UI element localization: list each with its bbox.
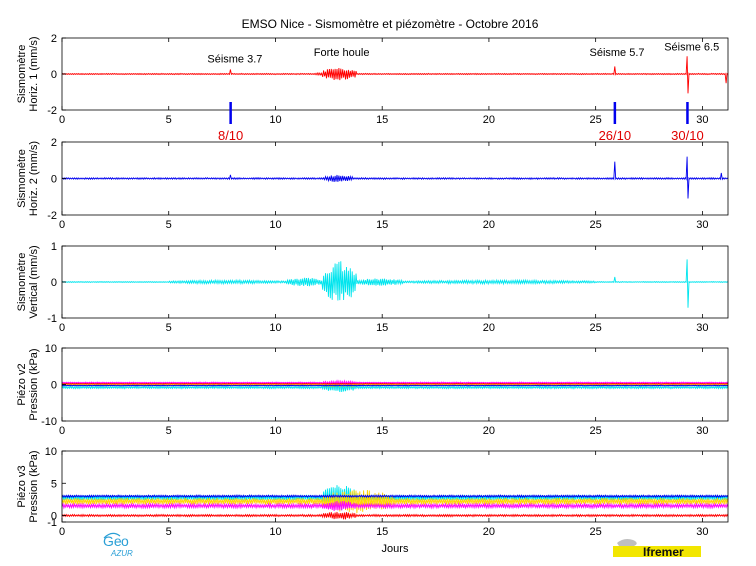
x-tick-label: 30 xyxy=(696,322,708,334)
series-line-1 xyxy=(61,156,729,199)
x-tick-label: 25 xyxy=(590,425,602,437)
series-line-2 xyxy=(61,380,729,389)
x-tick-label: 5 xyxy=(166,219,172,231)
y-axis-label: Sismomètre xyxy=(16,253,28,312)
geoazur-logo-o: o xyxy=(121,533,129,549)
y-tick-label: 1 xyxy=(51,241,57,253)
y-tick-label: -2 xyxy=(47,105,57,117)
series-line-1 xyxy=(61,259,729,308)
y-axis-label: Horiz. 2 (mm/s) xyxy=(28,141,40,216)
logo-swoosh xyxy=(103,532,121,539)
y-tick-label: 2 xyxy=(51,33,57,45)
y-axis-label: Pression (kPa) xyxy=(28,348,40,420)
x-tick-label: 0 xyxy=(59,425,65,437)
annotation: Séisme 3.7 xyxy=(207,53,262,65)
ifremer-text: Ifremer xyxy=(643,545,684,559)
figure-title: EMSO Nice - Sismomètre et piézomètre - O… xyxy=(242,17,539,31)
x-tick-label: 25 xyxy=(590,114,602,126)
x-tick-label: 25 xyxy=(590,219,602,231)
annotation: Séisme 5.7 xyxy=(589,47,644,59)
x-axis-label: Jours xyxy=(382,543,409,555)
y-tick-label: 0 xyxy=(51,277,57,289)
y-axis-label: Piézo v2 xyxy=(16,363,28,405)
x-tick-label: 10 xyxy=(269,114,281,126)
event-date-label: 30/10 xyxy=(671,128,704,143)
x-tick-label: 10 xyxy=(269,425,281,437)
ifremer-logo: Ifremer xyxy=(613,539,701,559)
geoazur-logo-ge: Ge xyxy=(103,533,122,549)
x-tick-label: 15 xyxy=(376,526,388,538)
y-axis-label: Sismomètre xyxy=(16,45,28,104)
y-tick-label: -10 xyxy=(41,416,57,428)
series-line-4 xyxy=(61,382,729,385)
series-line-1 xyxy=(61,382,729,393)
x-tick-label: 5 xyxy=(166,114,172,126)
x-tick-label: 10 xyxy=(269,219,281,231)
x-tick-label: 30 xyxy=(696,114,708,126)
x-tick-label: 20 xyxy=(483,526,495,538)
y-tick-label: 0 xyxy=(51,511,57,523)
x-tick-label: 30 xyxy=(696,526,708,538)
y-tick-label: -1 xyxy=(47,313,57,325)
x-tick-label: 0 xyxy=(59,322,65,334)
series-line-2 xyxy=(61,489,729,514)
y-tick-label: 0 xyxy=(51,174,57,186)
series-line-1 xyxy=(61,56,729,94)
x-tick-label: 25 xyxy=(590,526,602,538)
x-tick-label: 20 xyxy=(483,322,495,334)
x-tick-label: 15 xyxy=(376,322,388,334)
y-axis-label: Sismomètre xyxy=(16,149,28,208)
x-tick-label: 5 xyxy=(166,526,172,538)
series-line-5 xyxy=(61,384,729,387)
y-tick-label: 10 xyxy=(45,446,57,458)
geoazur-logo: Ge o AZUR xyxy=(103,532,133,558)
x-tick-label: 15 xyxy=(376,425,388,437)
y-tick-label: -2 xyxy=(47,210,57,222)
dolphin-icon xyxy=(617,539,637,546)
x-tick-label: 0 xyxy=(59,526,65,538)
x-tick-label: 10 xyxy=(269,526,281,538)
series-line-3 xyxy=(61,379,729,387)
series-line-5 xyxy=(61,511,729,520)
y-tick-label: 0 xyxy=(51,69,57,81)
y-axis-label: Pression (kPa) xyxy=(28,450,40,522)
x-tick-label: 30 xyxy=(696,219,708,231)
x-tick-label: 20 xyxy=(483,219,495,231)
axes-frame xyxy=(61,450,729,523)
x-tick-label: 30 xyxy=(696,425,708,437)
event-date-label: 26/10 xyxy=(599,128,632,143)
subplot-5: 0 5 10 15 20 25 30 10 5 0-1 Piézo v3 Pression (kPa) xyxy=(16,446,729,538)
x-tick-label: 20 xyxy=(483,425,495,437)
x-tick-label: 5 xyxy=(166,322,172,334)
annotation: Forte houle xyxy=(314,47,370,59)
series-line-3 xyxy=(61,494,729,499)
x-tick-label: 0 xyxy=(59,114,65,126)
x-tick-label: 15 xyxy=(376,114,388,126)
y-axis-label: Piézo v3 xyxy=(16,465,28,507)
y-axis-label: Horiz. 1 (mm/s) xyxy=(28,36,40,111)
y-tick-label: 2 xyxy=(51,137,57,149)
x-tick-label: 0 xyxy=(59,219,65,231)
x-tick-label: 10 xyxy=(269,322,281,334)
y-tick-label: 5 xyxy=(51,478,57,490)
event-date-label: 8/10 xyxy=(218,128,243,143)
series-line-4 xyxy=(61,500,729,511)
y-axis-label: Vertical (mm/s) xyxy=(28,245,40,318)
annotation: Séisme 6.5 xyxy=(664,42,719,54)
geoazur-logo-azur: AZUR xyxy=(110,549,133,558)
x-tick-label: 15 xyxy=(376,219,388,231)
y-tick-label: -1 xyxy=(47,517,57,529)
x-tick-label: 25 xyxy=(590,322,602,334)
x-tick-label: 5 xyxy=(166,425,172,437)
y-tick-label: 0 xyxy=(51,380,57,392)
ifremer-band xyxy=(613,546,701,557)
y-tick-label: 10 xyxy=(45,343,57,355)
x-tick-label: 20 xyxy=(483,114,495,126)
